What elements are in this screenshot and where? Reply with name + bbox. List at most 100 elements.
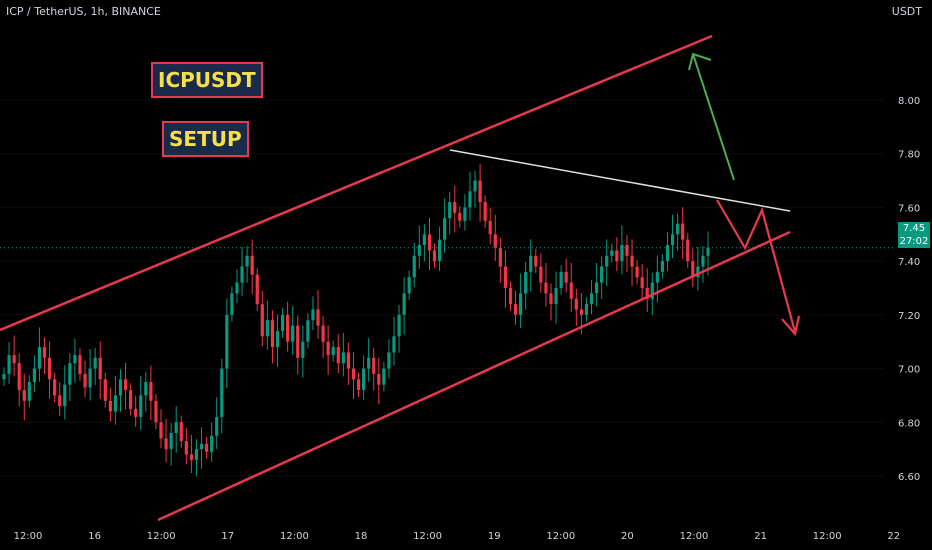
candle-body (265, 320, 269, 337)
candle-body (204, 443, 209, 452)
candle-body (584, 304, 589, 315)
candle-body (559, 271, 563, 288)
candle-body (32, 368, 36, 382)
candle-body (220, 368, 224, 417)
candle-body (230, 293, 234, 315)
y-tick-label: 7.80 (898, 150, 920, 161)
candle-body (149, 382, 153, 401)
candle-body (154, 400, 158, 423)
candle-body (12, 355, 16, 364)
breakout-arrow[interactable] (692, 53, 735, 181)
candlestick-series (2, 164, 710, 477)
candle-body (524, 271, 528, 294)
candle-body (696, 266, 700, 278)
candle-body (88, 368, 92, 388)
x-tick-label: 12:00 (546, 531, 575, 542)
candle-body (270, 320, 275, 348)
candle-body (215, 416, 219, 436)
channel-upper-line[interactable] (0, 34, 713, 332)
candle-body (625, 245, 629, 256)
candle-body (468, 191, 472, 208)
candle-body (579, 309, 583, 315)
candle-body (519, 293, 523, 315)
candle-body (306, 320, 310, 342)
candle-body (508, 288, 513, 305)
candle-body (397, 314, 401, 337)
candle-body (635, 266, 639, 278)
x-tick-label: 19 (488, 531, 501, 542)
candle-body (47, 357, 52, 380)
candle-body (199, 443, 204, 450)
candle-body (356, 379, 361, 391)
candle-body (17, 363, 21, 391)
candle-body (594, 282, 599, 294)
candle-body (701, 255, 705, 267)
x-tick-label: 18 (355, 531, 368, 542)
candle-body (134, 408, 138, 417)
candle-body (260, 304, 264, 337)
setup-tag[interactable]: SETUP (162, 121, 249, 157)
x-tick-label: 17 (221, 531, 234, 542)
price-grid (0, 99, 884, 477)
candle-body (437, 239, 442, 262)
y-tick-label: 8.00 (898, 96, 920, 107)
candle-body (194, 449, 199, 460)
candle-body (554, 288, 558, 305)
channel-lower-line[interactable] (157, 230, 791, 522)
candle-body (605, 255, 609, 267)
candle-body (296, 325, 300, 358)
candle-body (549, 293, 553, 305)
currency-label: USDT (891, 5, 922, 18)
candle-body (93, 357, 97, 369)
candle-body (473, 180, 477, 192)
candle-body (240, 266, 244, 283)
candle-body (463, 207, 467, 221)
candle-body (443, 218, 447, 240)
down-arrow-head (781, 315, 801, 337)
candle-body (655, 271, 659, 283)
candle-body (58, 395, 62, 407)
candle-body (569, 282, 573, 299)
candle-body (650, 282, 654, 299)
resistance-line[interactable] (449, 149, 791, 212)
candle-body (179, 422, 183, 442)
candle-body (184, 441, 188, 455)
candle-body (367, 357, 371, 369)
candle-body (483, 202, 487, 221)
candle-body (620, 245, 624, 262)
candle-body (660, 261, 665, 272)
candle-body (321, 325, 325, 342)
icpusdt-tag[interactable]: ICPUSDT (151, 62, 263, 98)
price-axis[interactable]: 8.00 7.80 7.60 7.40 7.20 7.00 6.80 6.60 (898, 96, 920, 483)
x-tick-label: 12:00 (147, 531, 176, 542)
candle-body (665, 245, 670, 262)
candle-body (129, 390, 133, 409)
candle-body (103, 379, 107, 401)
candle-body (316, 309, 320, 326)
candle-body (301, 341, 305, 358)
up-arrow-head (688, 52, 712, 71)
candle-body (493, 234, 497, 248)
candle-body (402, 293, 406, 315)
time-axis[interactable]: 12:00 16 12:00 17 12:00 18 12:00 19 12:00 20 12:00… (14, 531, 901, 542)
candle-body (280, 314, 285, 331)
candle-body (589, 293, 594, 305)
projection-path[interactable] (716, 199, 797, 333)
candle-body (164, 438, 168, 450)
candle-body (544, 282, 548, 294)
candle-body (630, 255, 634, 267)
symbol-label[interactable]: ICP / TetherUS, 1h, BINANCE (6, 5, 161, 18)
candle-body (37, 347, 42, 369)
candle-body (159, 422, 163, 439)
candle-body (564, 271, 568, 283)
candle-body (2, 373, 6, 380)
candle-body (346, 352, 351, 369)
candle-body (676, 223, 680, 235)
x-tick-label: 12:00 (680, 531, 709, 542)
candle-body (118, 379, 123, 396)
candle-body (144, 382, 148, 396)
x-tick-label: 21 (754, 531, 767, 542)
candle-body (73, 355, 77, 364)
candle-body (691, 261, 695, 278)
